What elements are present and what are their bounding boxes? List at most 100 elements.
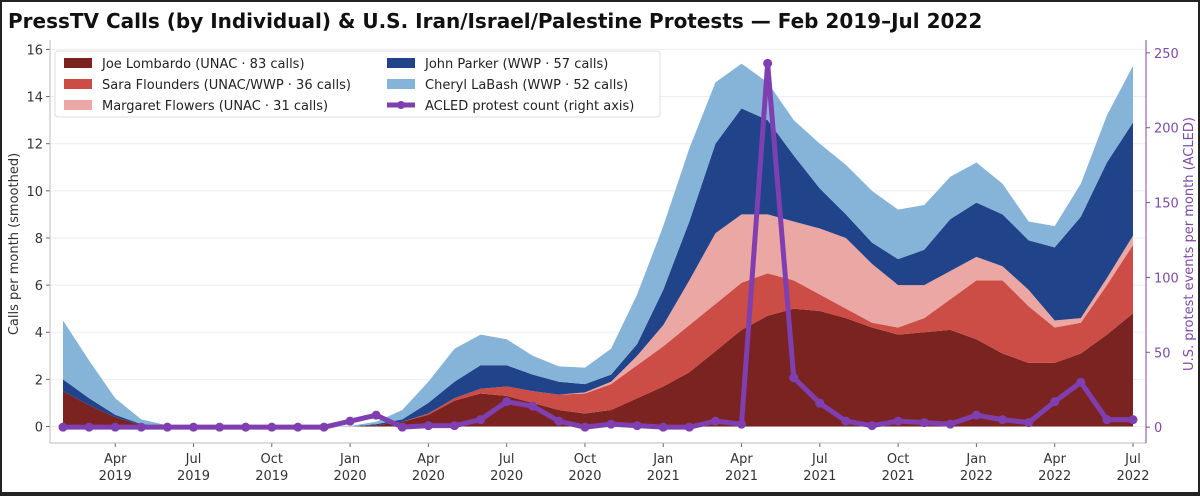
area-series-0	[63, 308, 1133, 427]
x-tick-year: 2022	[1116, 469, 1149, 484]
legend-swatch	[64, 100, 92, 110]
legend-swatch	[64, 79, 92, 89]
acled-point	[710, 416, 720, 426]
acled-point	[1024, 418, 1034, 428]
x-tick-month: Apr	[1043, 452, 1066, 467]
x-tick-month: Jan	[339, 452, 360, 467]
acled-point	[84, 422, 94, 432]
acled-point	[110, 422, 120, 432]
acled-point	[684, 422, 694, 432]
right-y-tick-label: 250	[1154, 47, 1179, 62]
acled-point	[606, 419, 616, 429]
acled-point	[267, 422, 277, 432]
legend: Joe Lombardo (UNAC · 83 calls) Sara Floun…	[54, 50, 661, 118]
y-tick-label: 12	[26, 138, 43, 153]
x-tick-year: 2019	[177, 469, 210, 484]
x-tick-month: Jul	[185, 452, 202, 467]
x-tick-year: 2020	[412, 469, 445, 484]
acled-point	[1076, 377, 1086, 387]
x-tick-year: 2020	[334, 469, 367, 484]
x-tick-year: 2020	[490, 469, 523, 484]
acled-point	[737, 419, 747, 429]
acled-point	[893, 416, 903, 426]
y-tick-label: 2	[35, 373, 43, 388]
acled-point	[241, 422, 251, 432]
acled-point	[371, 410, 381, 420]
x-tick-month: Jul	[1124, 452, 1141, 467]
acled-point	[554, 416, 564, 426]
x-tick-year: 2020	[568, 469, 601, 484]
x-tick-month: Jul	[498, 452, 515, 467]
area-series-2	[63, 214, 1133, 427]
x-tick-year: 2021	[647, 469, 680, 484]
area-series-1	[63, 245, 1133, 427]
acled-point	[945, 419, 955, 429]
x-tick-year: 2022	[1038, 469, 1071, 484]
area-series-3	[63, 108, 1133, 427]
legend-marker	[397, 101, 405, 109]
x-tick-month: Oct	[261, 452, 283, 467]
x-tick-month: Oct	[574, 452, 596, 467]
acled-point	[136, 422, 146, 432]
acled-point	[789, 373, 799, 383]
x-tick-month: Jul	[811, 452, 828, 467]
acled-point	[449, 421, 459, 431]
right-y-tick-label: 150	[1154, 197, 1179, 212]
acled-point	[215, 422, 225, 432]
right-y-tick-label: 50	[1154, 346, 1171, 361]
acled-point	[815, 398, 825, 408]
acled-point	[658, 422, 668, 432]
acled-point	[867, 421, 877, 431]
right-y-tick-label: 200	[1154, 122, 1179, 137]
acled-point	[632, 421, 642, 431]
acled-point	[998, 415, 1008, 425]
legend-label: Margaret Flowers (UNAC · 31 calls)	[102, 99, 328, 114]
x-tick-year: 2019	[99, 469, 132, 484]
acled-point	[293, 422, 303, 432]
acled-point	[319, 422, 329, 432]
legend-swatch	[387, 58, 415, 68]
acled-point	[971, 410, 981, 420]
x-tick-month: Jan	[965, 452, 986, 467]
y-tick-label: 10	[26, 185, 43, 200]
legend-swatch	[64, 58, 92, 68]
y-tick-label: 4	[35, 326, 43, 341]
acled-point	[1050, 397, 1060, 407]
right-y-axis-label: U.S. protest events per month (ACLED)	[1182, 117, 1197, 371]
legend-label: Sara Flounders (UNAC/WWP · 36 calls)	[102, 78, 351, 93]
acled-point	[841, 416, 851, 426]
x-tick-year: 2021	[882, 469, 915, 484]
x-tick-month: Oct	[887, 452, 909, 467]
y-tick-label: 0	[35, 421, 43, 436]
y-tick-label: 6	[35, 279, 43, 294]
acled-point	[58, 422, 68, 432]
area-series-4	[63, 63, 1133, 427]
y-tick-label: 8	[35, 232, 43, 247]
acled-point	[345, 416, 355, 426]
legend-label: John Parker (WWP · 57 calls)	[424, 57, 608, 72]
x-tick-month: Apr	[730, 452, 753, 467]
x-tick-year: 2021	[725, 469, 758, 484]
acled-point	[397, 422, 407, 432]
y-tick-label: 14	[26, 91, 43, 106]
x-tick-month: Jan	[652, 452, 673, 467]
acled-point	[502, 397, 512, 407]
x-tick-year: 2021	[803, 469, 836, 484]
legend-label: Cheryl LaBash (WWP · 52 calls)	[425, 78, 628, 93]
acled-point	[528, 401, 538, 411]
acled-point	[188, 422, 198, 432]
chart-title: PressTV Calls (by Individual) & U.S. Ira…	[8, 9, 982, 33]
x-tick-year: 2022	[960, 469, 993, 484]
y-tick-label: 16	[26, 43, 43, 58]
acled-point	[763, 58, 773, 68]
legend-swatch	[387, 79, 415, 89]
acled-point	[162, 422, 172, 432]
legend-label: ACLED protest count (right axis)	[425, 99, 634, 114]
x-tick-month: Apr	[417, 452, 440, 467]
acled-point	[476, 415, 486, 425]
right-y-tick-label: 100	[1154, 271, 1179, 286]
right-y-tick-label: 0	[1154, 421, 1162, 436]
x-tick-month: Apr	[104, 452, 127, 467]
